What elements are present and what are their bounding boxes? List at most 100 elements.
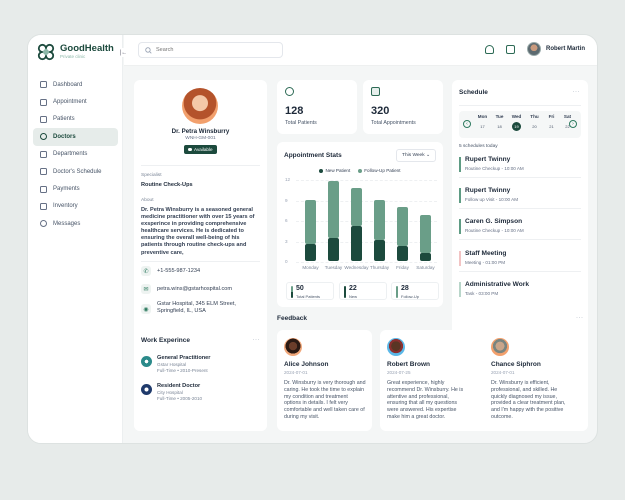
chart-bar-new[interactable] bbox=[305, 243, 316, 261]
sidebar-nav: Dashboard Appointment Patients Doctors D… bbox=[33, 76, 118, 233]
reviewer-avatar bbox=[387, 338, 405, 356]
chart-bar-follow-up[interactable] bbox=[374, 200, 385, 241]
sidebar-item-appointment[interactable]: Appointment bbox=[33, 93, 118, 110]
job-item: General Practitioner Gstar Hospital Full-T… bbox=[141, 355, 210, 374]
phone-row[interactable]: ✆ +1-555-987-1234 bbox=[141, 266, 200, 276]
search-input[interactable] bbox=[156, 47, 276, 53]
stethoscope-icon bbox=[40, 133, 47, 141]
chart-bar-follow-up[interactable] bbox=[397, 206, 408, 246]
more-options-icon[interactable]: ··· bbox=[252, 337, 260, 343]
gridline bbox=[296, 200, 437, 202]
phone-icon: ✆ bbox=[141, 266, 151, 276]
schedule-event[interactable]: Staff Meeting Meeting - 01:00 PM bbox=[459, 250, 581, 274]
schedule-event[interactable]: Rupert Twinny Follow up Visit - 10:00 AM bbox=[459, 187, 581, 211]
day-wed[interactable]: Wed 19 bbox=[511, 114, 522, 131]
day-thu[interactable]: Thu 20 bbox=[530, 114, 539, 129]
sidebar-item-doctors[interactable]: Doctors bbox=[33, 128, 118, 146]
gridline bbox=[296, 262, 437, 263]
email-row[interactable]: ✉ petra.wins@gstarhospital.com bbox=[141, 284, 232, 294]
app-window: GoodHealth Private clinic Dashboard Appo… bbox=[27, 34, 598, 444]
sidebar-item-payments[interactable]: Payments bbox=[33, 180, 118, 197]
chart-bar-new[interactable] bbox=[374, 240, 385, 261]
about-label: About bbox=[141, 198, 154, 203]
chat-icon bbox=[40, 220, 47, 228]
more-options-icon[interactable]: ··· bbox=[576, 315, 584, 321]
gridline bbox=[296, 180, 437, 181]
divider bbox=[141, 165, 260, 166]
chart-bar-new[interactable] bbox=[351, 225, 362, 261]
sidebar-item-doctors-schedule[interactable]: Doctor's Schedule bbox=[33, 163, 118, 180]
day-sat[interactable]: Sat 22 bbox=[563, 114, 572, 129]
doctor-name: Dr. Petra Winsburry bbox=[171, 128, 230, 135]
notification-bell-icon[interactable] bbox=[485, 44, 494, 54]
schedule-event[interactable]: Rupert Twinny Routine Checkup - 10:00 AM bbox=[459, 156, 581, 180]
chart-bar-follow-up[interactable] bbox=[420, 215, 431, 254]
day-tue[interactable]: Tue 18 bbox=[495, 114, 504, 129]
hospital-logo-icon bbox=[141, 384, 152, 395]
summary-follow-up: 28 Follow-Up bbox=[391, 282, 439, 300]
calendar-check-icon bbox=[40, 98, 47, 106]
gridline bbox=[296, 241, 437, 243]
doctor-id: WNH-GM-001 bbox=[185, 136, 216, 141]
location-pin-icon: ◉ bbox=[141, 304, 151, 314]
bed-icon bbox=[40, 115, 47, 123]
sidebar-item-messages[interactable]: Messages bbox=[33, 215, 118, 232]
chart-bar-new[interactable] bbox=[328, 238, 339, 261]
x-axis-label: Wednesday bbox=[344, 265, 369, 270]
reviewer-avatar bbox=[491, 338, 509, 356]
appointment-stats-card: Appointment Stats This Week ⌄ New Patien… bbox=[277, 142, 443, 307]
schedule-count: 5 schedules today bbox=[459, 144, 498, 149]
user-menu[interactable]: Robert Martin bbox=[527, 42, 585, 56]
grid-icon bbox=[40, 81, 47, 89]
more-options-icon[interactable]: ··· bbox=[572, 89, 580, 95]
collapse-sidebar-button[interactable]: |← bbox=[119, 48, 128, 57]
sidebar: GoodHealth Private clinic Dashboard Appo… bbox=[28, 35, 123, 443]
feedback-title: Feedback bbox=[277, 315, 307, 322]
sidebar-item-dashboard[interactable]: Dashboard bbox=[33, 76, 118, 93]
search-box[interactable] bbox=[138, 42, 283, 58]
chart-bar-follow-up[interactable] bbox=[328, 181, 339, 239]
address-row: ◉ Gstar Hospital, 345 ELM Street, Springf… bbox=[141, 301, 257, 315]
y-tick-label: 3 bbox=[285, 238, 288, 244]
chart-bar-follow-up[interactable] bbox=[305, 200, 316, 244]
sidebar-item-inventory[interactable]: Inventory bbox=[33, 198, 118, 215]
work-experience-title: Work Experince bbox=[141, 337, 191, 344]
about-text: Dr. Petra Winsburry is a seasoned genera… bbox=[141, 207, 255, 256]
sidebar-item-departments[interactable]: Departments bbox=[33, 146, 118, 163]
app-tagline: Private clinic bbox=[60, 54, 86, 59]
chart-bar-follow-up[interactable] bbox=[351, 187, 362, 226]
feedback-card: Robert Brown 2024-07-25 Great experience… bbox=[380, 330, 475, 431]
x-axis-label: Tuesday bbox=[324, 265, 343, 270]
avatar bbox=[527, 42, 541, 56]
reviewer-avatar bbox=[284, 338, 302, 356]
divider bbox=[141, 261, 260, 262]
chart-bar-new[interactable] bbox=[420, 253, 431, 261]
logo[interactable]: GoodHealth Private clinic bbox=[37, 43, 114, 61]
status-dot-icon bbox=[188, 147, 192, 152]
messages-icon[interactable] bbox=[506, 44, 515, 54]
total-appointments-card: 320 Total Appointments bbox=[363, 80, 443, 134]
chevron-down-icon: ⌄ bbox=[425, 153, 430, 158]
collapse-icon: |← bbox=[119, 49, 128, 56]
next-week-icon[interactable]: › bbox=[569, 120, 577, 128]
chart-bar-new[interactable] bbox=[397, 245, 408, 261]
box-icon bbox=[40, 202, 47, 210]
feedback-card: Chance Siphron 2024-07-01 Dr. Winsburry … bbox=[484, 330, 579, 431]
week-selector: ‹ Mon 17 Tue 18 Wed 19 Thu 20 Fri 21 Sat 22 › bbox=[459, 111, 581, 138]
day-mon[interactable]: Mon 17 bbox=[477, 114, 488, 129]
schedule-event[interactable]: Administrative Work Task - 03:00 PM bbox=[459, 281, 581, 305]
user-name: Robert Martin bbox=[546, 46, 585, 52]
divider bbox=[459, 105, 581, 106]
schedule-event[interactable]: Caren G. Simpson Routine Checkup - 10:00 … bbox=[459, 218, 581, 242]
calendar-check-icon bbox=[371, 87, 380, 96]
calendar-clock-icon bbox=[40, 168, 47, 176]
chart-legend: New Patient Follow-Up Patient bbox=[277, 168, 443, 173]
summary-new: 22 New bbox=[339, 282, 387, 300]
sidebar-item-patients[interactable]: Patients bbox=[33, 111, 118, 128]
day-fri[interactable]: Fri 21 bbox=[548, 114, 555, 129]
range-dropdown[interactable]: This Week ⌄ bbox=[396, 149, 436, 162]
hospital-logo-icon bbox=[141, 356, 152, 367]
prev-week-icon[interactable]: ‹ bbox=[463, 120, 471, 128]
search-icon bbox=[145, 46, 152, 54]
gridline bbox=[296, 221, 437, 222]
